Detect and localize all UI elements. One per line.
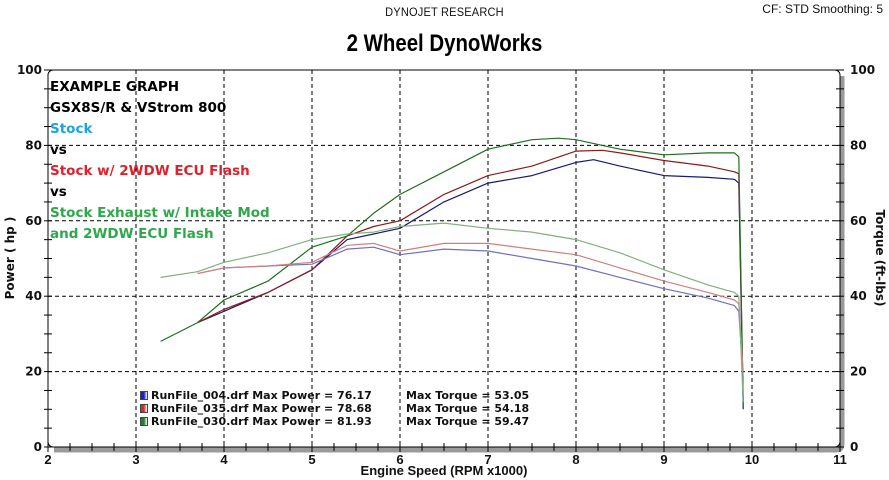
y-tick-label: 20 [25, 365, 42, 379]
curve-runfile-030-drf-torque [160, 222, 744, 402]
legend-power-text: RunFile_030.drf Max Power = 81.93 [151, 415, 372, 428]
legend-entry: RunFile_035.drf Max Power = 78.68 Max To… [140, 402, 529, 415]
brand-label: DYNOJET RESEARCH [385, 5, 504, 19]
annotation-line: EXAMPLE GRAPH [50, 79, 180, 95]
y2-tick-label: 0 [850, 440, 858, 454]
annotation-line: Stock w/ 2WDW ECU Flash [50, 163, 250, 179]
legend-power-text: RunFile_035.drf Max Power = 78.68 [151, 402, 372, 415]
y2-axis-title: Torque (ft-lbs) [873, 210, 887, 307]
y-axis-title: Power ( hp ) [3, 217, 17, 300]
legend-torque-text: Max Torque = 53.05 [406, 389, 530, 402]
chart-title: 2 Wheel DynoWorks [346, 30, 543, 57]
curve-runfile-030-drf-power [160, 137, 744, 406]
legend-entry: RunFile_030.drf Max Power = 81.93 Max To… [140, 415, 529, 428]
axis-ticks [44, 69, 844, 452]
x-axis-title: Engine Speed (RPM x1000) [361, 463, 528, 478]
legend-swatch-red [140, 404, 148, 413]
annotation-line: vs [50, 184, 67, 200]
y2-tick-label: 60 [850, 214, 867, 228]
legend-torque-text: Max Torque = 54.18 [406, 402, 530, 415]
legend-power-text: RunFile_004.drf Max Power = 76.17 [151, 389, 372, 402]
axis-labels: 0 20 40 60 80 100 0 20 40 60 80 100 2 3 4 5 6 7 8 9 10 11 [17, 63, 875, 467]
x-tick-label: 11 [833, 452, 847, 467]
data-curves [160, 137, 744, 410]
x-tick-label: 8 [572, 452, 579, 467]
grid-lines [48, 70, 840, 447]
y-tick-label: 60 [25, 214, 42, 228]
x-tick-label: 6 [396, 452, 403, 467]
annotation-line: Stock Exhaust w/ Intake Mod [50, 205, 270, 221]
x-tick-label: 3 [132, 452, 139, 467]
annotation-line: GSX8S/R & VStrom 800 [50, 100, 227, 116]
annotation-line: vs [50, 142, 67, 158]
curve-runfile-035-drf-torque [197, 242, 744, 372]
y2-tick-label: 100 [850, 63, 875, 77]
x-tick-label: 2 [44, 452, 51, 467]
y2-tick-label: 80 [850, 138, 867, 152]
y2-tick-label: 20 [850, 365, 867, 379]
legend-swatch-green [140, 417, 148, 426]
curve-runfile-035-drf-power [197, 149, 744, 402]
y-tick-label: 100 [17, 63, 42, 77]
legend-swatch-blue [140, 391, 148, 400]
x-tick-label: 7 [484, 452, 491, 467]
annotation-line: Stock [50, 121, 93, 137]
x-tick-label: 4 [220, 452, 228, 467]
annotation-line: and 2WDW ECU Flash [50, 226, 214, 242]
correction-settings: CF: STD Smoothing: 5 [762, 2, 883, 16]
x-tick-label: 5 [308, 452, 315, 467]
y-tick-label: 80 [25, 138, 42, 152]
curve-runfile-004-drf-torque [197, 246, 744, 380]
y-tick-label: 40 [25, 289, 42, 303]
x-tick-label: 10 [745, 452, 759, 467]
legend-torque-text: Max Torque = 59.47 [406, 415, 530, 428]
x-tick-label: 9 [660, 452, 667, 467]
y-tick-label: 0 [34, 440, 42, 454]
legend-entry: RunFile_004.drf Max Power = 76.17 Max To… [140, 389, 529, 402]
y2-tick-label: 40 [850, 289, 867, 303]
legend: RunFile_004.drf Max Power = 76.17 Max To… [140, 389, 529, 428]
